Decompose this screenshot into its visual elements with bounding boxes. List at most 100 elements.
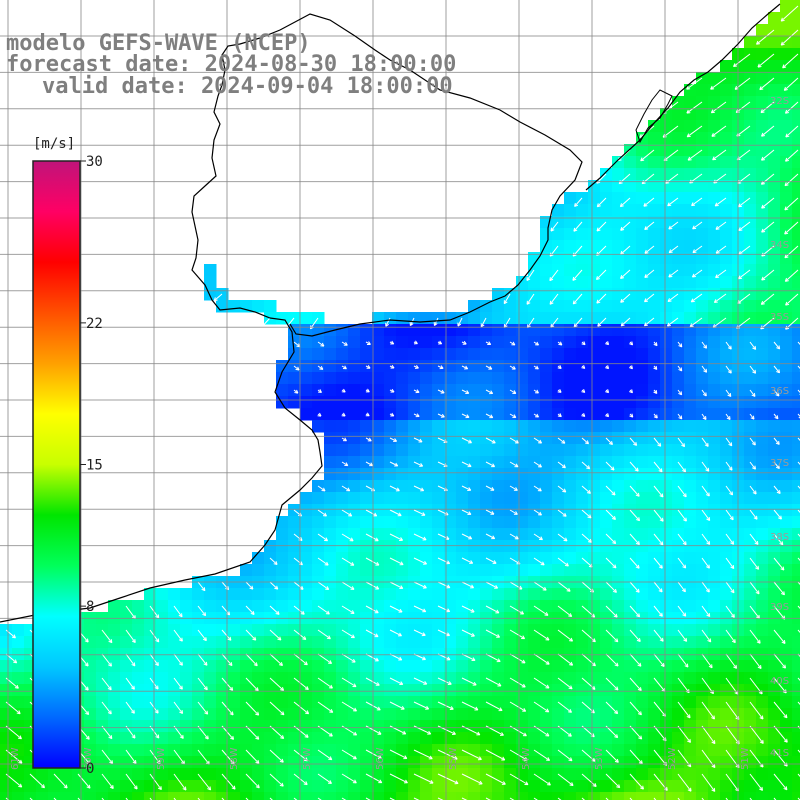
field-cell (348, 648, 361, 661)
wind-arrowhead (705, 467, 710, 472)
field-cell (672, 468, 685, 481)
wind-arrow (749, 341, 757, 350)
field-cell (396, 492, 409, 505)
field-cell (780, 720, 793, 733)
wind-arrowhead (85, 735, 90, 740)
field-cell (624, 468, 637, 481)
wind-arrow (437, 605, 450, 613)
field-cell (372, 768, 385, 781)
wind-arrowhead (108, 735, 113, 740)
field-cell (408, 564, 421, 577)
field-cell (396, 480, 409, 493)
field-cell (636, 744, 649, 757)
wind-arrowhead (350, 610, 355, 614)
wind-arrow (413, 677, 427, 685)
wind-arrowhead (785, 157, 790, 162)
field-cell (372, 708, 385, 721)
wind-arrowhead (755, 590, 760, 595)
field-cell (756, 744, 769, 757)
field-cell (540, 552, 553, 565)
field-cell (204, 792, 217, 800)
wind-arrow (677, 605, 687, 617)
field-cell (588, 468, 601, 481)
wind-arrowhead (538, 511, 542, 516)
field-cell (480, 396, 493, 409)
wind-arrowhead (728, 442, 733, 447)
field-cell (372, 408, 385, 421)
wind-arrowhead (13, 659, 18, 664)
field-cell (444, 348, 457, 361)
wind-arrow (725, 557, 735, 569)
field-cell (540, 288, 553, 301)
wind-arrow (797, 437, 800, 441)
field-cell (720, 288, 733, 301)
field-cell (324, 768, 337, 781)
field-cell (504, 348, 517, 361)
field-cell (636, 252, 649, 265)
field-cell (372, 588, 385, 601)
field-cell (588, 528, 601, 541)
field-cell (492, 696, 505, 709)
field-cell (132, 780, 145, 793)
wind-arrow (533, 773, 551, 786)
field-cell (708, 564, 721, 577)
wind-arrow (365, 773, 383, 784)
wind-arrowhead (84, 662, 89, 667)
field-cell (384, 468, 397, 481)
wind-arrow (173, 677, 183, 690)
lat-label: 41S (770, 748, 789, 759)
field-cell (540, 228, 553, 241)
field-cell (720, 276, 733, 289)
field-cell (708, 720, 721, 733)
field-cell (444, 696, 457, 709)
field-cell (780, 708, 793, 721)
field-cell (540, 408, 553, 421)
wind-arrow (733, 53, 751, 67)
wind-arrow (437, 389, 445, 394)
wind-arrow (197, 773, 211, 791)
wind-arrowhead (440, 413, 445, 418)
wind-arrowhead (562, 512, 567, 517)
field-cell (324, 480, 337, 493)
field-cell (204, 636, 217, 649)
wind-arrowhead (637, 711, 642, 716)
field-cell (648, 264, 661, 277)
field-cell (756, 384, 769, 397)
field-cell (684, 372, 697, 385)
wind-arrowhead (496, 634, 501, 638)
field-cell (552, 708, 565, 721)
field-cell (396, 708, 409, 721)
wind-arrowhead (775, 465, 780, 470)
field-cell (744, 708, 757, 721)
field-cell (684, 672, 697, 685)
field-cell (756, 144, 769, 157)
wind-arrow (293, 365, 300, 371)
wind-arrowhead (658, 468, 663, 473)
field-cell (516, 636, 529, 649)
wind-arrowhead (328, 660, 333, 665)
wind-arrow (653, 533, 664, 546)
wind-arrowhead (610, 466, 615, 471)
field-cell (588, 492, 601, 505)
wind-arrow (725, 461, 733, 471)
field-cell (744, 660, 757, 673)
wind-arrow (245, 605, 255, 615)
field-cell (360, 324, 373, 337)
wind-arrowhead (390, 412, 395, 417)
wind-arrow (773, 677, 787, 694)
field-cell (228, 672, 241, 685)
colorbar-fill (32, 160, 81, 769)
wind-arrow (413, 773, 434, 784)
wind-arrow (221, 581, 229, 590)
wind-arrow (533, 581, 547, 591)
field-cell (336, 348, 349, 361)
wind-arrow (557, 533, 568, 542)
field-cell (684, 564, 697, 577)
field-cell (372, 384, 385, 397)
wind-arrow (725, 629, 736, 643)
wind-arrowhead (660, 662, 665, 667)
field-cell (324, 420, 337, 433)
field-cell (504, 792, 517, 800)
field-cell (648, 156, 661, 169)
field-cell (684, 228, 697, 241)
